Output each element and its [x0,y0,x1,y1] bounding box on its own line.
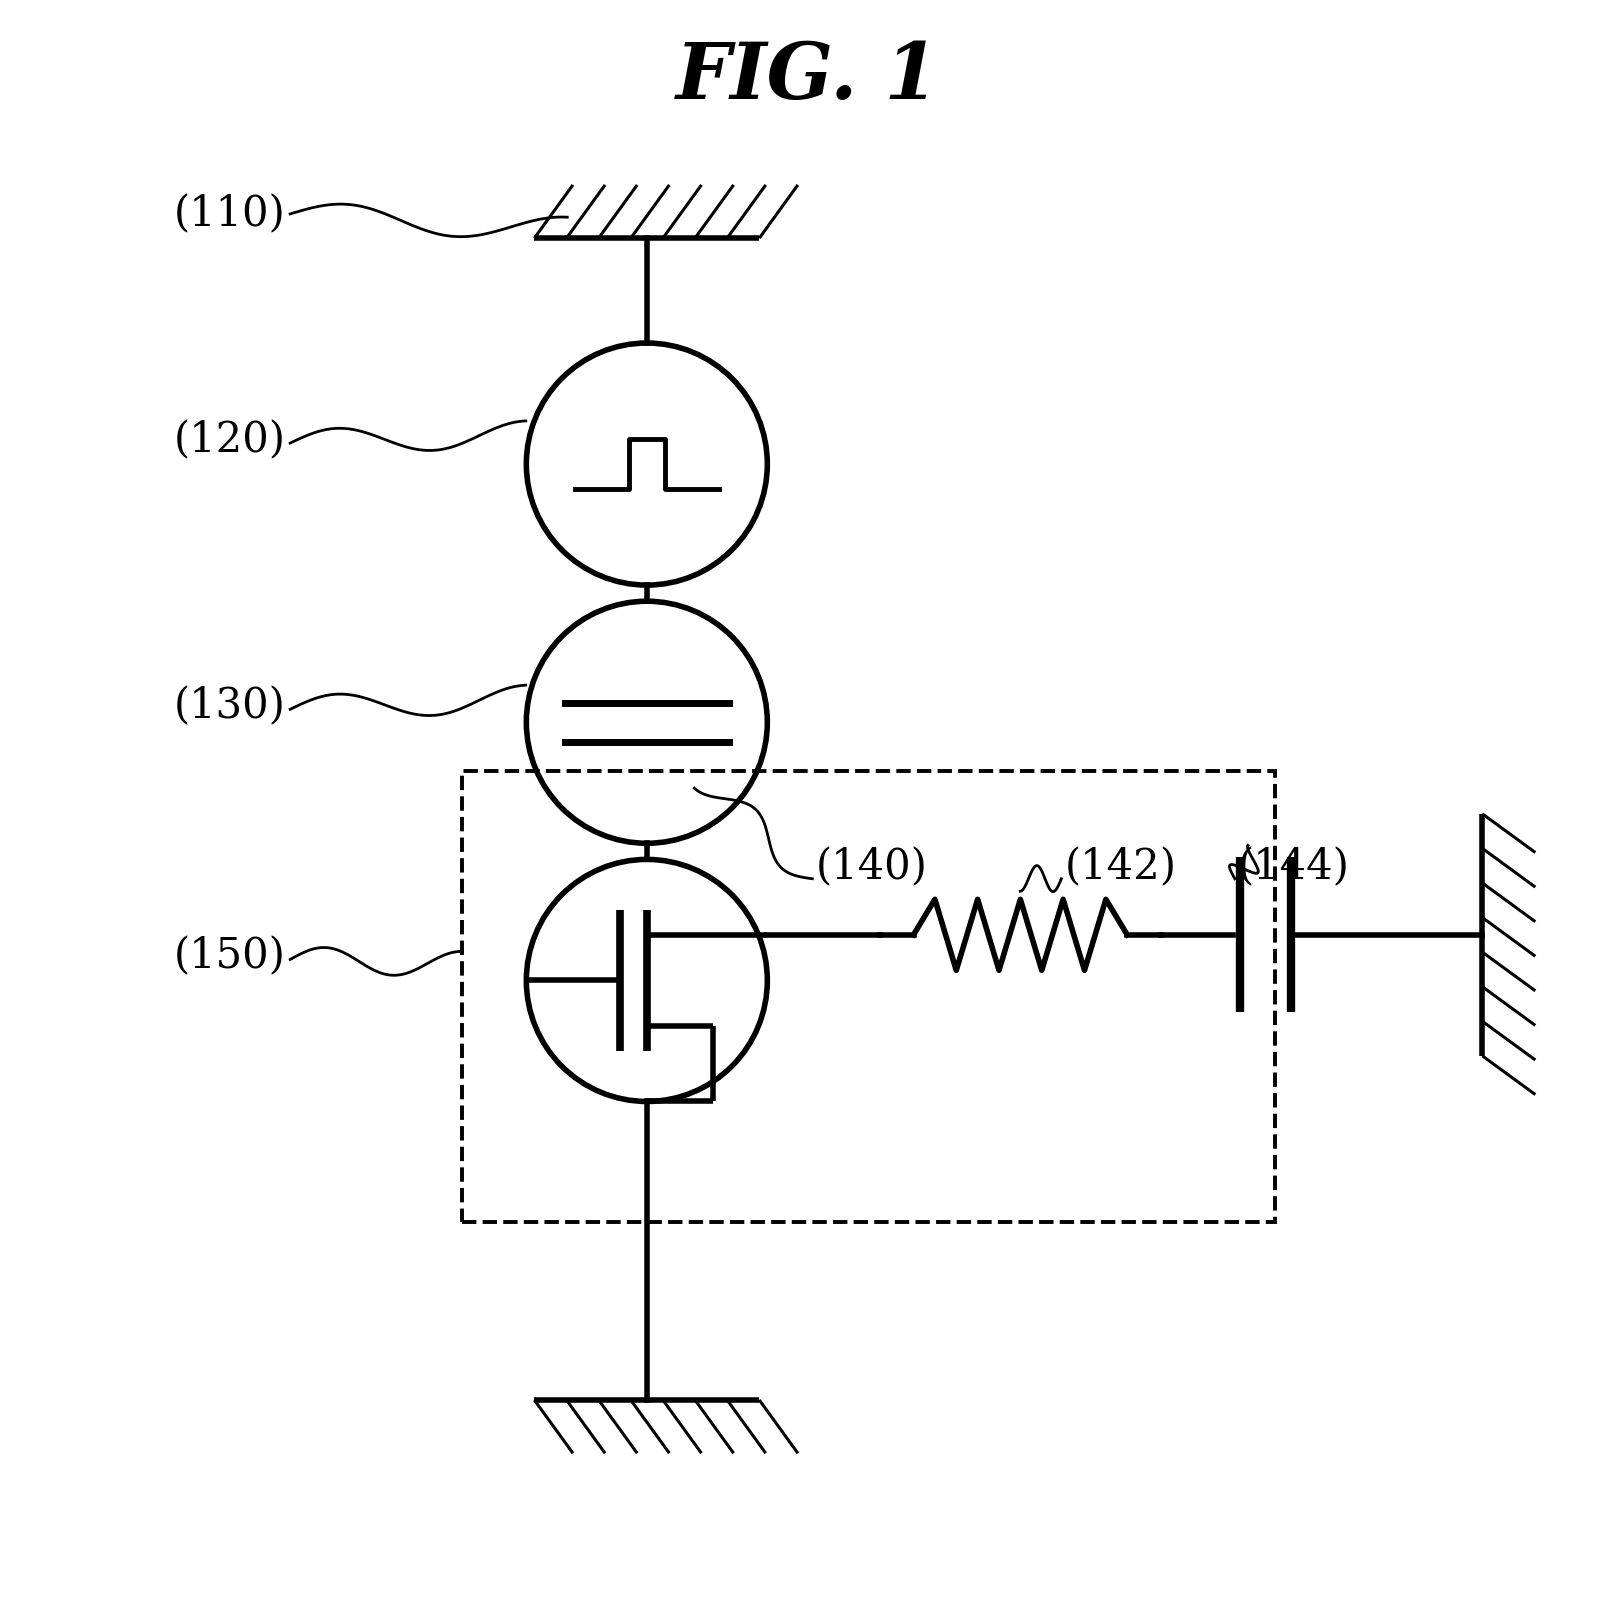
Text: (150): (150) [173,936,286,976]
Text: (130): (130) [173,684,286,727]
Text: FIG. 1: FIG. 1 [675,39,939,115]
Text: (120): (120) [173,418,286,461]
Text: (144): (144) [1238,847,1349,889]
Text: (140): (140) [815,847,926,889]
Text: (142): (142) [1064,847,1177,889]
Bar [462,770,1273,1223]
Text: (110): (110) [173,193,286,235]
